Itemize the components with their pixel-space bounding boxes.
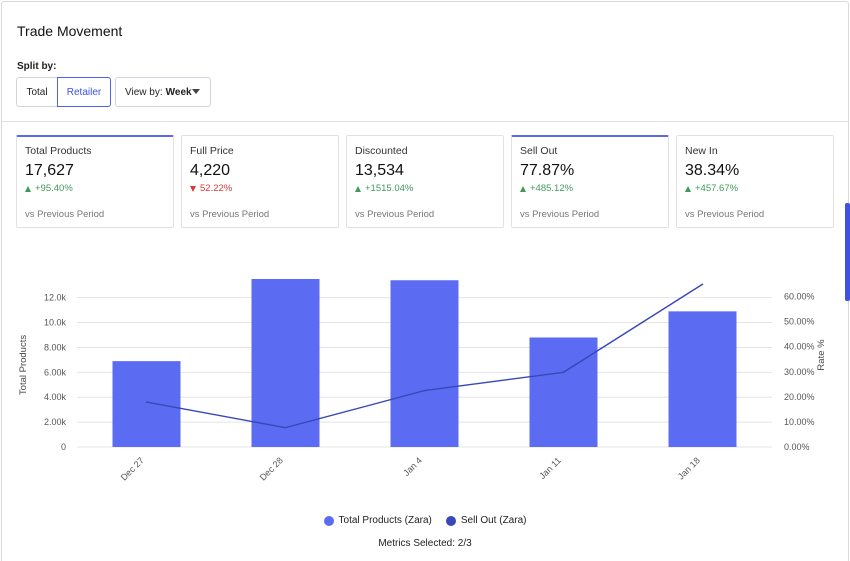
y-tick-label: 4.00k [44,392,67,402]
card-label: Discounted [355,145,408,157]
card-change: +485.12% [520,183,660,194]
bar [112,361,181,447]
legend-label: Sell Out (Zara) [460,515,527,526]
y-tick-label: 0 [61,442,66,452]
card-full-price[interactable]: Full Price 4,220 52.22% vs Previous Peri… [181,135,339,228]
chevron-down-icon [192,89,200,94]
card-value: 13,534 [355,162,404,179]
card-footer: vs Previous Period [685,209,765,220]
arrow-up-icon [25,185,31,192]
trade-movement-chart: 0 2.00k 4.00k 6.00k 8.00k 10.0k 12.0k 0.00% 10.0… [18,279,827,483]
metrics-selected: Metrics Selected: 2/3 [378,538,472,549]
card-label: Full Price [190,145,234,157]
legend-item-sell-out[interactable]: Sell Out (Zara) [445,515,527,526]
chart-legend: Total Products (Zara) Sell Out (Zara) [0,515,850,526]
card-change: 52.22% [190,183,330,194]
split-by-label: Split by: [17,61,57,72]
card-sell-out[interactable]: Sell Out 77.87% +485.12% vs Previous Per… [511,135,669,228]
y2-tick-label: 20.00% [784,392,815,402]
y2-tick-label: 40.00% [784,342,815,352]
card-change: +95.40% [25,183,165,194]
x-tick-label: Jan 4 [401,455,424,478]
card-value: 17,627 [25,162,74,179]
y2-tick-label: 60.00% [784,292,815,302]
x-tick-label: Jan 11 [537,455,563,481]
legend-swatch [445,515,456,526]
card-value: 4,220 [190,162,231,179]
bar [668,311,737,447]
view-by-value: Week [165,86,192,98]
card-footer: vs Previous Period [190,209,270,220]
y-tick-label: 2.00k [44,417,67,427]
card-change: +457.67% [685,183,825,194]
y-tick-label: 12.0k [44,293,67,303]
arrow-up-icon [520,185,526,192]
x-tick-label: Dec 28 [258,455,285,482]
split-retailer-button[interactable]: Retailer [57,77,111,107]
divider [2,121,848,122]
bar [390,280,459,447]
arrow-up-icon [685,185,691,192]
card-footer: vs Previous Period [25,209,105,220]
card-footer: vs Previous Period [520,209,600,220]
card-label: Total Products [25,145,92,157]
y-axis-title: Total Products [18,335,29,395]
line-point [423,389,426,392]
x-tick-label: Jan 18 [676,455,702,481]
split-total-button[interactable]: Total [16,77,57,107]
legend-swatch [323,515,334,526]
y2-tick-label: 30.00% [784,367,815,377]
bar [251,279,320,447]
y-tick-label: 10.0k [44,318,67,328]
card-label: New In [685,145,718,157]
legend-item-total-products[interactable]: Total Products (Zara) [323,515,432,526]
card-value: 77.87% [520,162,575,179]
line-point [284,426,287,429]
view-by-label: View by: [125,86,163,98]
x-tick-label: Dec 27 [119,455,146,482]
y2-tick-label: 50.00% [784,317,815,327]
card-new-in[interactable]: New In 38.34% +457.67% vs Previous Perio… [676,135,834,228]
card-footer: vs Previous Period [355,209,435,220]
y2-tick-label: 0.00% [784,442,810,452]
page-title: Trade Movement [17,23,123,39]
bar [529,337,598,447]
card-value: 38.34% [685,162,740,179]
legend-label: Total Products (Zara) [338,515,432,526]
card-label: Sell Out [520,145,558,157]
y2-tick-label: 10.00% [784,417,815,427]
line-point [701,283,704,286]
card-total-products[interactable]: Total Products 17,627 +95.40% vs Previou… [16,135,174,228]
line-point [145,401,148,403]
line-point [562,371,565,374]
card-change: +1515.04% [355,183,495,194]
card-discounted[interactable]: Discounted 13,534 +1515.04% vs Previous … [346,135,504,228]
arrow-up-icon [355,185,361,192]
split-toggle: Total Retailer [16,77,111,107]
view-by-dropdown[interactable]: View by: Week [115,77,211,107]
y-tick-label: 6.00k [44,367,67,377]
scrollbar-thumb[interactable] [845,203,850,301]
y-tick-label: 8.00k [44,342,67,352]
arrow-down-icon [190,185,196,192]
y2-axis-title: Rate % [816,339,827,371]
